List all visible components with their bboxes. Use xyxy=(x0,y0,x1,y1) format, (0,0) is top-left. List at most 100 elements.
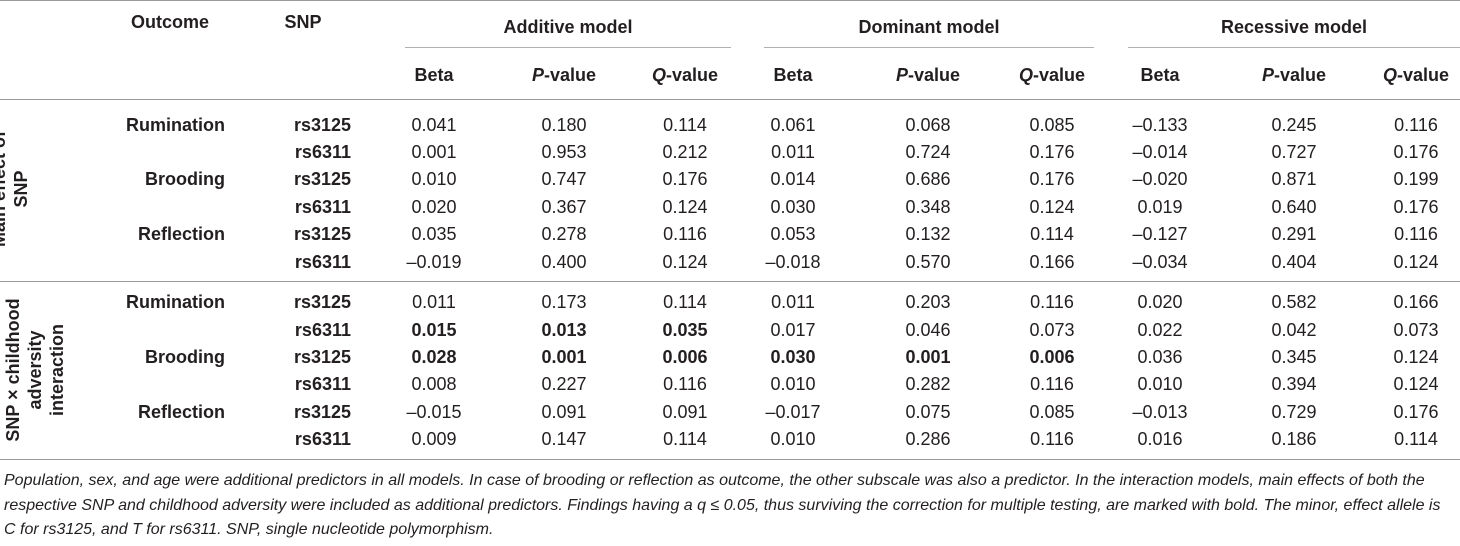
table-cell: 0.203 xyxy=(905,292,951,312)
table-cell: 0.022 xyxy=(1137,320,1183,340)
recessive-group-rule xyxy=(1128,47,1460,48)
table-cell: 0.001 xyxy=(411,142,457,162)
table-cell: 0.278 xyxy=(541,224,587,244)
header-additive-model: Additive model xyxy=(503,17,633,37)
snp-label: rs3125 xyxy=(293,347,351,367)
table-cell: 0.116 xyxy=(1394,115,1438,135)
table-cell: 0.166 xyxy=(1029,252,1075,272)
table-cell: 0.114 xyxy=(663,429,707,449)
table-cell: 0.042 xyxy=(1271,320,1317,340)
table-cell: 0.116 xyxy=(663,374,707,394)
table-cell: 0.282 xyxy=(905,374,951,394)
subheader-beta: Beta xyxy=(414,65,454,85)
value-suffix: -value xyxy=(665,65,719,85)
table-cell: 0.028 xyxy=(411,347,457,367)
table-cell: 0.286 xyxy=(905,429,951,449)
table-cell: –0.034 xyxy=(1132,252,1188,272)
table-cell: 0.010 xyxy=(411,169,457,189)
subheader-p: P-value xyxy=(532,64,596,86)
table-cell: 0.176 xyxy=(1393,197,1439,217)
table-cell: 0.176 xyxy=(1029,169,1075,189)
table-cell: 0.582 xyxy=(1271,292,1317,312)
table-cell: –0.013 xyxy=(1132,402,1188,422)
table-cell: 0.124 xyxy=(1393,252,1439,272)
table-cell: 0.020 xyxy=(1137,292,1183,312)
table-cell: 0.091 xyxy=(662,402,708,422)
table-cell: 0.176 xyxy=(1393,142,1439,162)
snp-label: rs6311 xyxy=(294,142,351,162)
table-cell: 0.291 xyxy=(1271,224,1317,244)
table-cell: 0.147 xyxy=(541,429,587,449)
table-cell: 0.017 xyxy=(770,320,816,340)
table-cell: 0.367 xyxy=(541,197,587,217)
header-outcome: Outcome xyxy=(130,12,210,32)
section-label-line: SNP xyxy=(11,170,31,208)
subheader-q: Q-value xyxy=(1019,64,1085,86)
p-letter: P xyxy=(895,65,908,85)
table-cell: 0.124 xyxy=(1393,347,1439,367)
section-label-line: adversity xyxy=(25,330,45,410)
table-cell: 0.212 xyxy=(662,142,708,162)
table-cell: 0.345 xyxy=(1271,347,1317,367)
table-cell: 0.394 xyxy=(1271,374,1317,394)
snp-label: rs3125 xyxy=(293,169,351,189)
table-cell: 0.019 xyxy=(1137,197,1183,217)
table-cell: 0.348 xyxy=(905,197,951,217)
table-cell: 0.124 xyxy=(1029,197,1075,217)
table-cell: 0.053 xyxy=(770,224,816,244)
p-letter: P xyxy=(531,65,544,85)
subheader-q: Q-value xyxy=(1383,64,1449,86)
table-footnote: Population, sex, and age were additional… xyxy=(4,472,1441,538)
table-cell: 0.011 xyxy=(771,292,815,312)
table-cell: 0.116 xyxy=(1030,292,1074,312)
table-cell: 0.010 xyxy=(770,374,816,394)
table-cell: 0.075 xyxy=(905,402,951,422)
table-cell: 0.001 xyxy=(905,347,951,367)
table-cell: 0.061 xyxy=(770,115,816,135)
table-cell: 0.035 xyxy=(662,320,708,340)
section-label: Main effect of SNP xyxy=(0,104,32,274)
section-label-line: SNP × childhood xyxy=(3,298,23,442)
table-cell: 0.085 xyxy=(1029,402,1075,422)
table-cell: 0.014 xyxy=(770,169,816,189)
table-cell: 0.132 xyxy=(905,224,951,244)
header-snp: SNP xyxy=(284,12,322,32)
table-cell: 0.008 xyxy=(411,374,457,394)
table-cell: 0.091 xyxy=(541,402,587,422)
table-cell: –0.020 xyxy=(1132,169,1188,189)
table-cell: 0.085 xyxy=(1029,115,1075,135)
table-cell: 0.046 xyxy=(905,320,951,340)
table-cell: 0.013 xyxy=(541,320,587,340)
section-label-line: interaction xyxy=(47,324,67,417)
snp-label: rs3125 xyxy=(293,292,351,312)
table-cell: 0.747 xyxy=(541,169,587,189)
outcome-label: Rumination xyxy=(126,292,225,312)
table-cell: 0.011 xyxy=(771,142,815,162)
outcome-label: Reflection xyxy=(137,224,225,244)
table-cell: 0.001 xyxy=(541,347,587,367)
table-cell: 0.009 xyxy=(411,429,457,449)
outcome-label: Rumination xyxy=(126,115,225,135)
table-cell: 0.166 xyxy=(1393,292,1439,312)
table-cell: 0.030 xyxy=(770,347,816,367)
snp-label: rs6311 xyxy=(294,320,351,340)
table-cell: 0.570 xyxy=(905,252,951,272)
snp-label: rs6311 xyxy=(294,252,351,272)
value-suffix: -value xyxy=(1273,65,1327,85)
table-cell: 0.176 xyxy=(662,169,708,189)
table-cell: 0.006 xyxy=(1029,347,1075,367)
table-cell: 0.404 xyxy=(1271,252,1317,272)
outcome-label: Reflection xyxy=(137,402,225,422)
outcome-label: Brooding xyxy=(145,347,225,367)
table-cell: 0.010 xyxy=(1137,374,1183,394)
outcome-label: Brooding xyxy=(145,169,225,189)
bottom-rule xyxy=(0,459,1460,460)
value-suffix: -value xyxy=(543,65,597,85)
q-letter: Q xyxy=(1018,65,1033,85)
p-letter: P xyxy=(1261,65,1274,85)
table-cell: 0.724 xyxy=(905,142,951,162)
table-cell: 0.114 xyxy=(1030,224,1074,244)
table-cell: 0.176 xyxy=(1393,402,1439,422)
table-cell: 0.016 xyxy=(1137,429,1183,449)
table-cell: 0.173 xyxy=(541,292,587,312)
